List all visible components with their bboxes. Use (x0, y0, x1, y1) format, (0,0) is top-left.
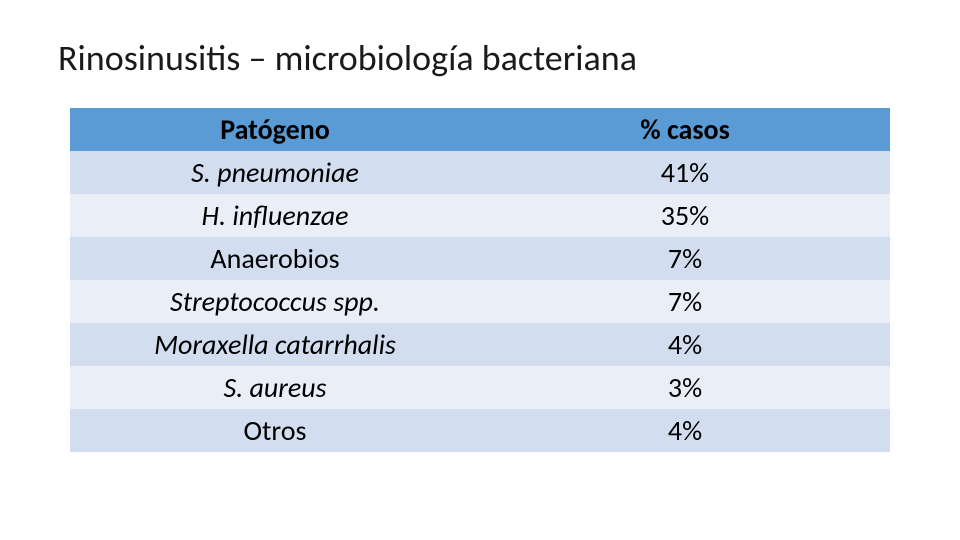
table-row: H. influenzae35% (70, 194, 890, 237)
cell-pct: 35% (480, 194, 890, 237)
table-header-row: Patógeno % casos (70, 108, 890, 151)
table-body: S. pneumoniae41%H. influenzae35%Anaerobi… (70, 151, 890, 452)
col-header-pct: % casos (480, 108, 890, 151)
cell-pathogen: H. influenzae (70, 194, 480, 237)
cell-pct: 4% (480, 409, 890, 452)
table-row: Moraxella catarrhalis4% (70, 323, 890, 366)
cell-pct: 41% (480, 151, 890, 194)
cell-pathogen: S. pneumoniae (70, 151, 480, 194)
table-row: Streptococcus spp.7% (70, 280, 890, 323)
cell-pathogen: S. aureus (70, 366, 480, 409)
table-row: S. pneumoniae41% (70, 151, 890, 194)
cell-pct: 3% (480, 366, 890, 409)
cell-pathogen: Otros (70, 409, 480, 452)
table-row: Otros4% (70, 409, 890, 452)
col-header-pathogen: Patógeno (70, 108, 480, 151)
cell-pct: 7% (480, 280, 890, 323)
table-row: Anaerobios7% (70, 237, 890, 280)
table-row: S. aureus3% (70, 366, 890, 409)
page-title: Rinosinusitis – microbiología bacteriana (48, 36, 912, 80)
pathogen-table-wrap: Patógeno % casos S. pneumoniae41%H. infl… (70, 108, 890, 452)
cell-pathogen: Streptococcus spp. (70, 280, 480, 323)
cell-pathogen: Moraxella catarrhalis (70, 323, 480, 366)
cell-pct: 7% (480, 237, 890, 280)
cell-pathogen: Anaerobios (70, 237, 480, 280)
cell-pct: 4% (480, 323, 890, 366)
pathogen-table: Patógeno % casos S. pneumoniae41%H. infl… (70, 108, 890, 452)
